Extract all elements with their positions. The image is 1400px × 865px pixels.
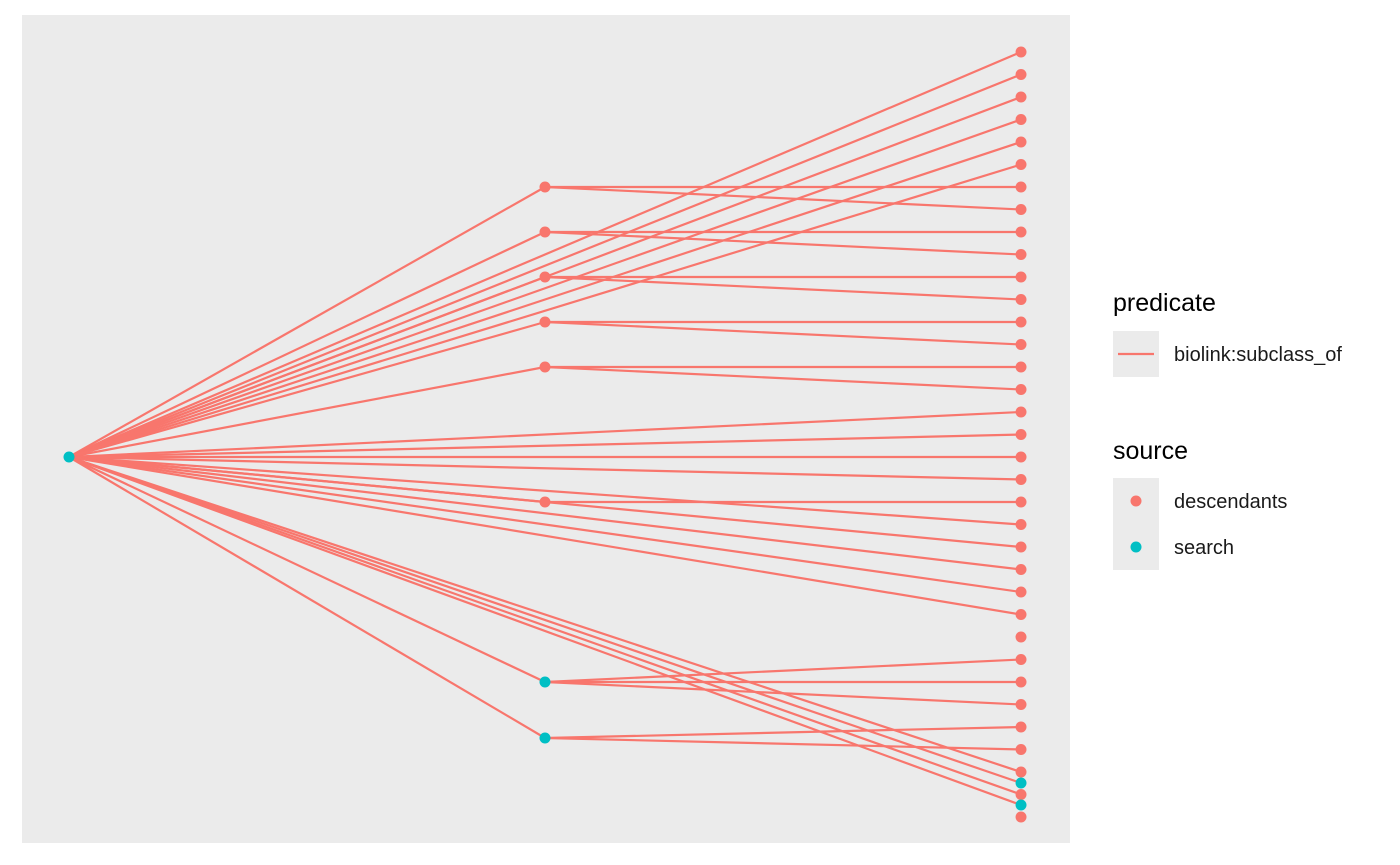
legend-label-subclass-of: biolink:subclass_of	[1174, 344, 1342, 366]
edge-root-r25	[68, 455, 1022, 594]
node-r36-search	[1015, 777, 1027, 789]
node-r22-descendants	[1015, 519, 1027, 530]
node-r34-descendants	[1015, 789, 1027, 800]
node-m3-descendants	[539, 271, 551, 283]
edge-root-r33	[68, 455, 1022, 774]
edge-m1-r8	[544, 185, 1022, 211]
edge-m2-r10	[544, 230, 1022, 256]
node-r33-descendants	[1015, 766, 1027, 778]
node-r27-descendants	[1015, 631, 1027, 643]
node-r10-descendants	[1015, 249, 1027, 260]
edge-root-r4	[68, 118, 1022, 459]
node-m6-descendants	[539, 496, 551, 508]
edge-root-r36	[68, 455, 1022, 785]
node-r11-descendants	[1015, 271, 1027, 283]
legend-source-title: source	[1113, 437, 1188, 465]
node-m4-descendants	[539, 316, 551, 328]
node-r9-descendants	[1015, 226, 1027, 238]
edge-root-r26	[68, 455, 1022, 616]
edges-layer	[68, 50, 1022, 807]
node-r16-descendants	[1015, 384, 1027, 395]
legend-predicate: predicate biolink:subclass_of	[1113, 289, 1342, 377]
plot-panel-background	[22, 15, 1070, 843]
node-r19-descendants	[1015, 451, 1027, 463]
edge-root-r6	[68, 163, 1022, 459]
legend-key-point-search	[1130, 541, 1142, 553]
node-r13-descendants	[1015, 316, 1027, 328]
node-r17-descendants	[1015, 406, 1027, 418]
legend-source: source descendants search	[1113, 437, 1287, 570]
node-r1-descendants	[1015, 46, 1027, 58]
edge-root-m1	[68, 186, 546, 458]
node-m7-search	[539, 676, 551, 688]
legend-predicate-title: predicate	[1113, 289, 1216, 317]
edge-m8-r31	[544, 725, 1022, 740]
node-r2-descendants	[1015, 69, 1027, 80]
edge-root-m2	[68, 231, 546, 458]
node-r4-descendants	[1015, 114, 1027, 125]
node-r32-descendants	[1015, 744, 1027, 755]
edge-root-m4	[68, 320, 546, 459]
node-m5-descendants	[539, 361, 551, 373]
edge-root-r22	[68, 455, 1022, 526]
node-r3-descendants	[1015, 91, 1027, 103]
edge-m5-r16	[544, 365, 1022, 391]
nodes-layer	[63, 46, 1027, 823]
node-m2-descendants	[539, 226, 551, 238]
node-r28-descendants	[1015, 654, 1027, 665]
node-r23-descendants	[1015, 541, 1027, 553]
node-r21-descendants	[1015, 496, 1027, 508]
edge-m3-r12	[544, 275, 1022, 301]
edge-root-r1	[68, 50, 1022, 459]
edge-root-r20	[68, 455, 1022, 481]
node-r26-descendants	[1015, 609, 1027, 620]
node-r24-descendants	[1015, 564, 1027, 575]
node-m8-search	[539, 732, 551, 744]
node-r25-descendants	[1015, 586, 1027, 598]
node-r6-descendants	[1015, 159, 1027, 170]
edge-m7-r28	[544, 658, 1022, 684]
legend-key-point-descendants	[1130, 495, 1142, 507]
edge-root-r37	[68, 455, 1022, 807]
edge-root-r34	[68, 455, 1022, 796]
node-r30-descendants	[1015, 699, 1027, 710]
legend-label-search: search	[1174, 537, 1234, 559]
edge-root-r18	[68, 433, 1022, 459]
edge-m7-r30	[544, 680, 1022, 706]
node-r20-descendants	[1015, 474, 1027, 485]
node-r31-descendants	[1015, 721, 1027, 733]
edge-root-r24	[68, 455, 1022, 571]
node-r15-descendants	[1015, 361, 1027, 373]
edge-root-m7	[68, 456, 546, 683]
node-r35-descendants	[1015, 811, 1027, 823]
edge-m4-r14	[544, 320, 1022, 346]
node-r12-descendants	[1015, 294, 1027, 305]
edge-root-r17	[68, 410, 1022, 459]
edge-root-m8	[68, 456, 546, 739]
edge-m8-r32	[544, 736, 1022, 751]
node-r5-descendants	[1015, 136, 1027, 148]
node-r7-descendants	[1015, 181, 1027, 193]
node-r37-search	[1015, 799, 1027, 811]
edge-root-m5	[68, 365, 546, 459]
node-root-search	[63, 451, 75, 463]
node-r18-descendants	[1015, 429, 1027, 440]
node-r8-descendants	[1015, 204, 1027, 215]
node-r14-descendants	[1015, 339, 1027, 350]
node-r29-descendants	[1015, 676, 1027, 688]
edge-root-r2	[68, 73, 1022, 459]
edge-root-r5	[68, 140, 1022, 459]
legend-label-descendants: descendants	[1174, 491, 1287, 513]
node-m1-descendants	[539, 181, 551, 193]
